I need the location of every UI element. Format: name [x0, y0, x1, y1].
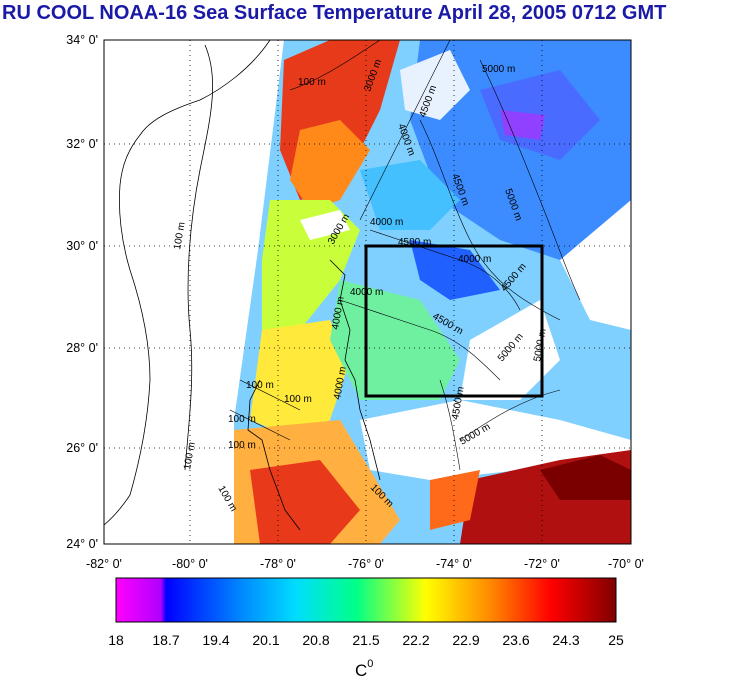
- colorbar-tick: 18: [108, 632, 124, 648]
- colorbar-tick: 21.5: [352, 632, 379, 648]
- colorbar-tick: 20.1: [252, 632, 279, 648]
- lon-label: -74° 0': [436, 557, 472, 571]
- lat-label: 32° 0': [66, 137, 98, 151]
- colorbar: 18 18.7 19.4 20.1 20.8 21.5 22.2 22.9 23…: [108, 577, 624, 680]
- lon-label: -70° 0': [608, 557, 644, 571]
- contour-label: 4500 m: [398, 237, 431, 248]
- colorbar-tick: 25: [608, 632, 624, 648]
- colorbar-gradient: [115, 577, 617, 623]
- latitude-labels: 34° 0' 32° 0' 30° 0' 28° 0' 26° 0' 24° 0…: [66, 33, 98, 551]
- contour-label: 4000 m: [370, 217, 403, 228]
- longitude-labels: -82° 0' -80° 0' -78° 0' -76° 0' -74° 0' …: [86, 557, 644, 571]
- contour-label: 100 m: [298, 77, 326, 88]
- lon-label: -82° 0': [86, 557, 122, 571]
- colorbar-tick: 20.8: [302, 632, 329, 648]
- colorbar-tick: 19.4: [202, 632, 229, 648]
- contour-label: 100 m: [246, 380, 274, 391]
- contour-label: 100 m: [228, 440, 256, 451]
- contour-label: 5000 m: [482, 64, 515, 75]
- study-area-box: [364, 244, 544, 398]
- contour-label: 100 m: [284, 394, 312, 405]
- lat-label: 26° 0': [66, 441, 98, 455]
- colorbar-tick: 24.3: [552, 632, 579, 648]
- lat-lon-grid: [104, 40, 631, 544]
- lon-label: -76° 0': [348, 557, 384, 571]
- lon-label: -80° 0': [172, 557, 208, 571]
- bathymetry-contours: [229, 40, 581, 471]
- lat-label: 28° 0': [66, 341, 98, 355]
- contour-label: 4000 m: [458, 254, 491, 265]
- coastline: [104, 40, 381, 531]
- contour-label: 100 m: [172, 221, 188, 250]
- lat-label: 24° 0': [66, 537, 98, 551]
- colorbar-tick: 22.9: [452, 632, 479, 648]
- lon-label: -78° 0': [260, 557, 296, 571]
- colorbar-tick: 23.6: [502, 632, 529, 648]
- lat-label: 34° 0': [66, 33, 98, 47]
- map-title: RU COOL NOAA-16 Sea Surface Temperature …: [2, 2, 667, 24]
- colorbar-tick: 18.7: [152, 632, 179, 648]
- lon-label: -72° 0': [524, 557, 560, 571]
- colorbar-tick: 22.2: [402, 632, 429, 648]
- colorbar-unit: C0: [355, 658, 373, 680]
- sst-field: [234, 40, 631, 544]
- contour-label: 100 m: [228, 414, 256, 425]
- lat-label: 30° 0': [66, 239, 98, 253]
